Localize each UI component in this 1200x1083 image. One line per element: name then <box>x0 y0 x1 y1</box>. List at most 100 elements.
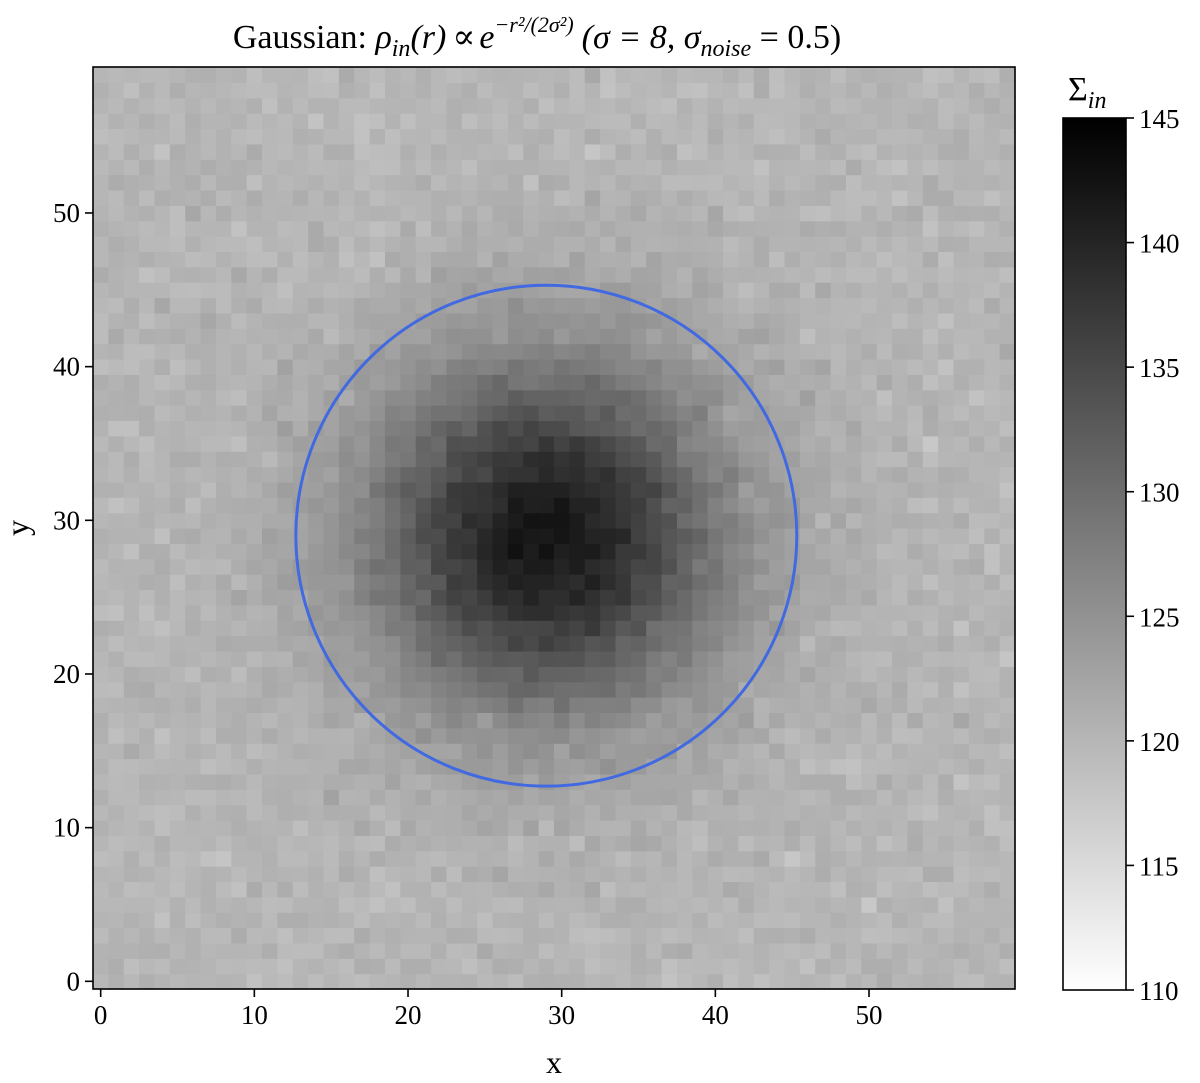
heatmap-cell <box>215 804 232 821</box>
heatmap-cell <box>723 374 739 391</box>
heatmap-cell <box>600 343 617 360</box>
heatmap-cell <box>999 896 1016 913</box>
heatmap-cell <box>938 681 955 698</box>
heatmap-cell <box>815 466 832 483</box>
heatmap-cell <box>753 97 770 114</box>
heatmap-cell <box>938 942 955 959</box>
heatmap-cell <box>277 866 294 883</box>
heatmap-cell <box>723 405 739 422</box>
heatmap-cell <box>308 405 325 422</box>
heatmap-cell <box>384 189 401 206</box>
heatmap-cell <box>308 635 325 652</box>
heatmap-cell <box>200 835 217 852</box>
heatmap-cell <box>753 481 770 498</box>
heatmap-cell <box>554 912 570 929</box>
heatmap-cell <box>692 912 709 929</box>
heatmap-cell <box>892 451 909 468</box>
heatmap-cell <box>231 942 248 959</box>
heatmap-cell <box>185 405 202 422</box>
heatmap-cell <box>461 942 478 959</box>
heatmap-cell <box>999 67 1016 83</box>
heatmap-cell <box>215 558 232 575</box>
heatmap-cell <box>400 528 417 544</box>
heatmap-cell <box>707 159 724 176</box>
heatmap-cell <box>231 758 248 775</box>
heatmap-cell <box>169 942 186 959</box>
heatmap-cell <box>938 727 955 744</box>
heatmap-cell <box>953 973 970 990</box>
heatmap-cell <box>600 512 617 529</box>
heatmap-cell <box>323 159 340 176</box>
heatmap-cell <box>892 113 909 130</box>
heatmap-cell <box>292 97 309 114</box>
heatmap-cell <box>308 681 325 698</box>
heatmap-cell <box>169 666 186 683</box>
heatmap-cell <box>108 205 125 222</box>
heatmap-cell <box>507 835 524 852</box>
heatmap-cell <box>246 435 263 452</box>
heatmap-cell <box>538 958 555 975</box>
heatmap-cell <box>799 159 816 176</box>
heatmap-cell <box>876 420 893 437</box>
heatmap-cell <box>108 528 125 544</box>
heatmap-cell <box>953 220 970 237</box>
heatmap-cell <box>661 481 678 498</box>
heatmap-cell <box>554 896 570 913</box>
heatmap-cell <box>415 113 432 130</box>
heatmap-cell <box>738 528 755 544</box>
heatmap-cell <box>707 589 724 606</box>
heatmap-cell <box>538 205 555 222</box>
heatmap-cell <box>630 113 647 130</box>
heatmap-cell <box>277 881 294 898</box>
heatmap-cell <box>308 819 325 836</box>
heatmap-cell <box>246 312 263 329</box>
heatmap-cell <box>830 174 847 191</box>
heatmap-cell <box>784 282 801 299</box>
heatmap-cell <box>477 82 494 99</box>
heatmap-cell <box>492 650 509 667</box>
heatmap-cell <box>600 650 617 667</box>
heatmap-cell <box>999 635 1016 652</box>
heatmap-cell <box>968 67 985 83</box>
heatmap-cell <box>892 389 909 406</box>
heatmap-cell <box>139 236 156 252</box>
heatmap-cell <box>384 67 401 83</box>
heatmap-cell <box>584 850 601 867</box>
heatmap-cell <box>830 681 847 698</box>
heatmap-cell <box>861 666 878 683</box>
heatmap-cell <box>569 866 586 883</box>
heatmap-cell <box>922 743 939 760</box>
heatmap-cell <box>200 712 217 729</box>
heatmap-cell <box>830 666 847 683</box>
heatmap-cell <box>538 67 555 83</box>
heatmap-cell <box>769 405 786 422</box>
heatmap-cell <box>554 389 570 406</box>
heatmap-cell <box>676 604 693 621</box>
heatmap-cell <box>154 205 171 222</box>
heatmap-cell <box>738 343 755 360</box>
heatmap-cell <box>538 620 555 637</box>
heatmap-cell <box>676 420 693 437</box>
heatmap-cell <box>185 312 202 329</box>
heatmap-cell <box>446 681 463 698</box>
heatmap-cell <box>231 328 248 345</box>
heatmap-cell <box>231 512 248 529</box>
heatmap-cell <box>953 435 970 452</box>
heatmap-cell <box>446 266 463 283</box>
heatmap-cell <box>108 589 125 606</box>
heatmap-cell <box>323 328 340 345</box>
heatmap-cell <box>415 497 432 514</box>
heatmap-cell <box>661 420 678 437</box>
heatmap-cell <box>185 512 202 529</box>
heatmap-cell <box>661 435 678 452</box>
heatmap-cell <box>707 758 724 775</box>
heatmap-cell <box>938 297 955 314</box>
heatmap-cell <box>753 374 770 391</box>
heatmap-cell <box>93 528 109 544</box>
heatmap-cell <box>431 604 448 621</box>
heatmap-cell <box>139 328 156 345</box>
heatmap-cell <box>185 266 202 283</box>
heatmap-cell <box>922 435 939 452</box>
heatmap-cell <box>845 958 862 975</box>
heatmap-cell <box>461 558 478 575</box>
